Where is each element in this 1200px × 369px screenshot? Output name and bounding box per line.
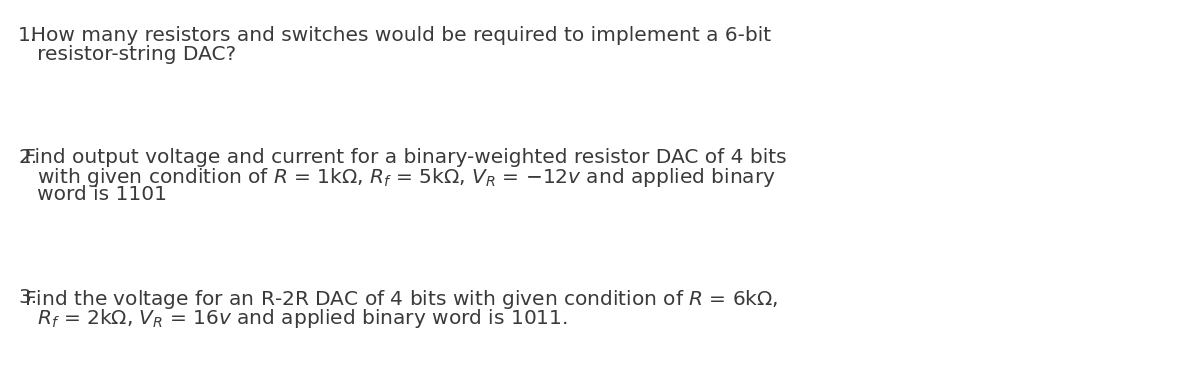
Text: 1.: 1. (18, 26, 37, 45)
Text: Find the voltage for an R-2R DAC of 4 bits with given condition of $R$ = 6kΩ,: Find the voltage for an R-2R DAC of 4 bi… (18, 288, 779, 311)
Text: How many resistors and switches would be required to implement a 6-bit: How many resistors and switches would be… (18, 26, 772, 45)
Text: Find output voltage and current for a binary-weighted resistor DAC of 4 bits: Find output voltage and current for a bi… (18, 148, 787, 166)
Text: 3.: 3. (18, 288, 37, 307)
Text: 2.: 2. (18, 148, 37, 166)
Text: word is 1101: word is 1101 (18, 185, 167, 204)
Text: resistor-string DAC?: resistor-string DAC? (18, 45, 236, 64)
Text: $R_f$ = 2kΩ, $V_R$ = 16$v$ and applied binary word is 1011.: $R_f$ = 2kΩ, $V_R$ = 16$v$ and applied b… (18, 307, 568, 330)
Text: with given condition of $R$ = 1kΩ, $R_f$ = 5kΩ, $V_R$ = −12$v$ and applied binar: with given condition of $R$ = 1kΩ, $R_f$… (18, 166, 776, 189)
